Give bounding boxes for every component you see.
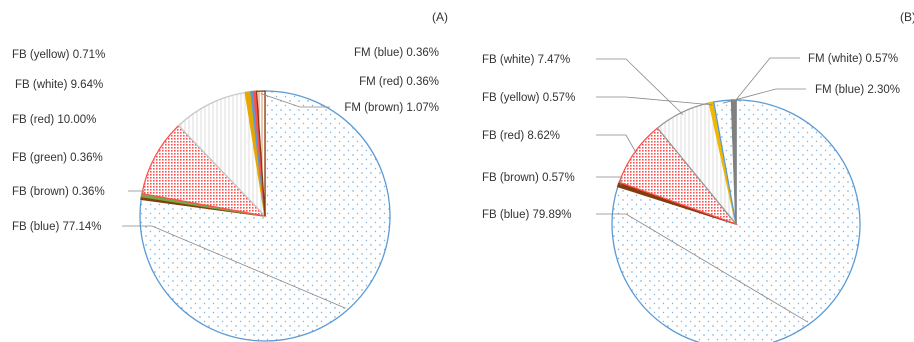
panel-label-a: (A)	[432, 10, 448, 24]
pie-slice-fb-white	[177, 91, 266, 218]
leader-line	[596, 96, 713, 106]
label-b-fb-blue: FB (blue) 79.89%	[482, 209, 572, 221]
label-a-fb-blue: FB (blue) 77.14%	[12, 221, 102, 233]
label-a-fb-green: FB (green) 0.36%	[12, 152, 103, 164]
pie-a-leader-lines	[122, 93, 346, 309]
label-a-fb-yellow: FB (yellow) 0.71%	[12, 49, 105, 61]
label-a-fb-red: FB (red) 10.00%	[12, 114, 96, 126]
pie-slice-fb-blue	[139, 90, 391, 342]
label-b-fm-white: FM (white) 0.57%	[808, 53, 898, 65]
label-b-fm-blue: FM (blue) 2.30%	[815, 84, 900, 96]
panel-label-b: (B)	[900, 10, 914, 24]
leader-line	[733, 57, 800, 103]
label-a-fb-white: FB (white) 9.64%	[15, 79, 103, 91]
leader-line	[596, 134, 638, 155]
leader-line	[122, 225, 346, 309]
label-b-fb-yellow: FB (yellow) 0.57%	[482, 92, 575, 104]
pie-slice-fb-red	[141, 124, 267, 217]
label-b-fb-white: FB (white) 7.47%	[482, 54, 570, 66]
pie-slice-fb-blue	[611, 99, 861, 342]
leader-line	[596, 213, 808, 323]
pie-chart-a: (A) FB (yellow) 0.71% FB (white) 9.64% F…	[12, 10, 448, 342]
label-b-fb-red: FB (red) 8.62%	[482, 130, 560, 142]
leader-line	[260, 93, 330, 108]
leader-line	[128, 190, 145, 199]
label-a-fm-blue: FM (blue) 0.36%	[354, 47, 439, 59]
pie-slice-fm-brown	[255, 90, 266, 217]
leader-line	[722, 88, 806, 104]
leader-line	[596, 58, 684, 115]
pie-a-slices	[139, 90, 391, 342]
leader-line	[596, 176, 622, 186]
label-a-fm-red: FM (red) 0.36%	[359, 76, 439, 88]
pie-b-leader-lines	[596, 57, 808, 323]
label-a-fm-brown: FM (brown) 1.07%	[344, 102, 439, 114]
pie-b-slices	[611, 99, 861, 342]
label-b-fb-brown: FB (brown) 0.57%	[482, 172, 575, 184]
label-a-fb-brown: FB (brown) 0.36%	[12, 186, 105, 198]
pie-chart-b: (B) FB (white) 7.47% FB (yellow) 0.57% F…	[482, 10, 914, 342]
